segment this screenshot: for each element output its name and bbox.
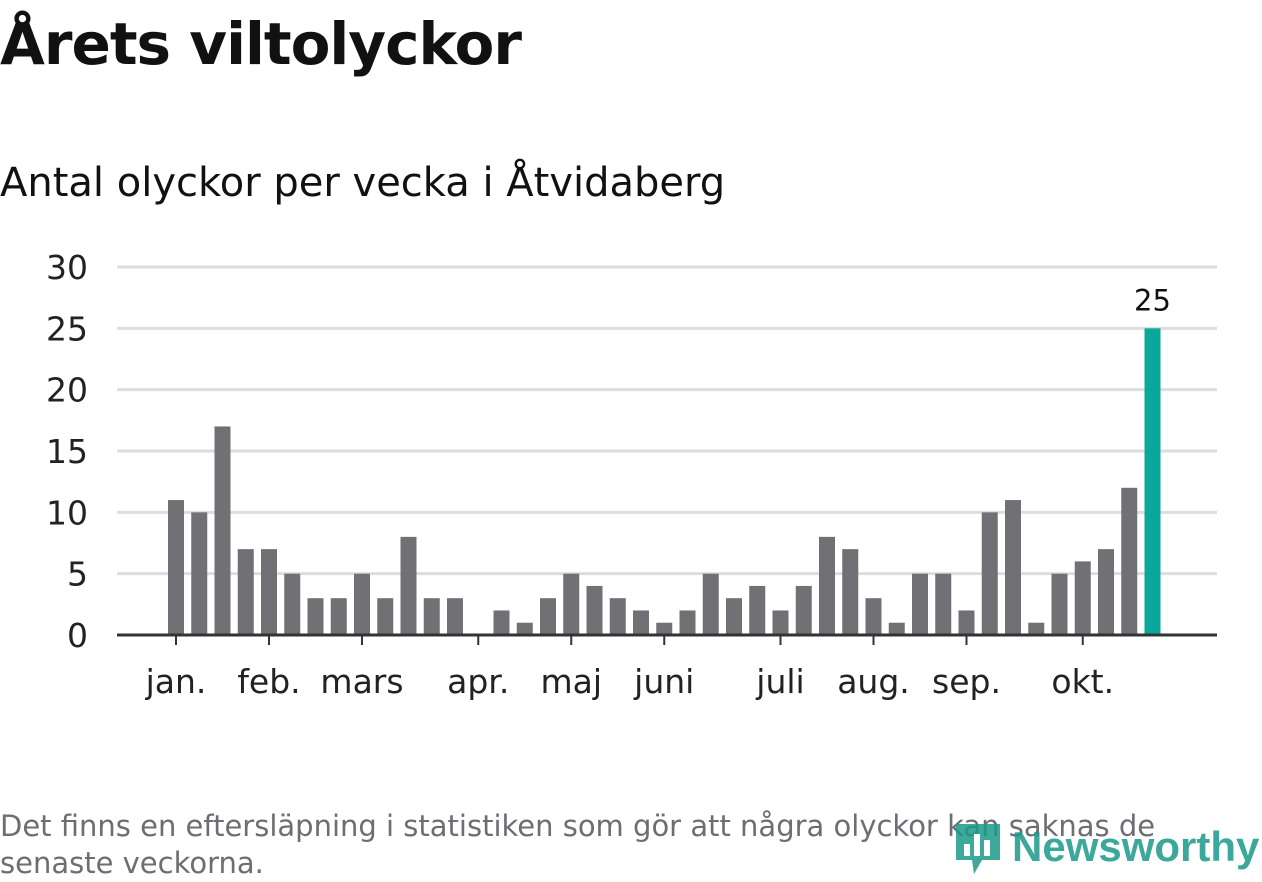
bar: [540, 598, 556, 635]
bar: [1005, 500, 1021, 635]
x-axis: jan. feb. mars apr. maj juni juli aug. sep. okt.: [117, 633, 1217, 701]
y-tick-label-30: 30: [46, 248, 88, 287]
bar: [563, 573, 580, 635]
bar: [656, 622, 673, 635]
newsworthy-logo: Newsworthy: [952, 818, 1259, 876]
data-labels: 25: [1134, 283, 1171, 317]
bar: [191, 512, 208, 635]
bar: [726, 598, 742, 635]
x-tick-label-apr: apr.: [447, 662, 509, 701]
bar: [1074, 561, 1091, 635]
x-tick-label-aug: aug.: [837, 662, 910, 701]
bar: [168, 500, 184, 635]
bar: [586, 585, 603, 635]
x-tick-label-juni: juni: [633, 662, 694, 701]
data-label-highlight: 25: [1134, 283, 1171, 317]
x-tick-label-mars: mars: [320, 662, 403, 701]
bar: [1121, 487, 1138, 635]
x-tick-label-sep: sep.: [932, 662, 1001, 701]
x-tick-label-jan: jan.: [145, 662, 207, 701]
x-tick-label-juli: juli: [755, 662, 804, 701]
chart-title: Årets viltolyckor: [0, 10, 522, 78]
bar: [633, 610, 649, 635]
y-tick-label-10: 10: [46, 493, 88, 532]
logo-text: Newsworthy: [1012, 823, 1260, 870]
bar: [819, 536, 835, 635]
bar: [261, 549, 277, 635]
bar: [702, 573, 719, 635]
bar: [284, 573, 301, 635]
bar: [749, 585, 766, 635]
bar-highlight: [1144, 328, 1161, 635]
bar: [377, 598, 394, 635]
bar: [888, 622, 905, 635]
bar: [1051, 573, 1068, 635]
bar: [679, 610, 696, 635]
x-tick-label-feb: feb.: [237, 662, 300, 701]
chart-subtitle: Antal olyckor per vecka i Åtvidaberg: [0, 160, 726, 206]
y-tick-label-5: 5: [67, 555, 88, 594]
y-tick-label-15: 15: [46, 432, 88, 471]
bar: [958, 610, 975, 635]
bar-chart: 0 5 10 15 20 25 30 jan. feb. mars apr. maj juni juli…: [46, 248, 1217, 701]
bar: [772, 610, 789, 635]
bar: [842, 549, 859, 635]
bar: [447, 598, 463, 635]
y-tick-label-20: 20: [46, 371, 88, 410]
bar: [865, 598, 882, 635]
bar: [330, 598, 347, 635]
bar: [400, 536, 417, 635]
newsworthy-logo-icon: [956, 824, 1000, 874]
bar: [1028, 622, 1045, 635]
y-tick-label-25: 25: [46, 309, 88, 348]
bar: [493, 610, 510, 635]
bar: [516, 622, 533, 635]
bar: [912, 573, 928, 635]
x-tick-label-okt: okt.: [1051, 662, 1114, 701]
bars: [168, 328, 1161, 635]
bar: [307, 598, 324, 635]
bar: [981, 512, 998, 635]
y-tick-label-0: 0: [67, 616, 88, 655]
bar: [609, 598, 626, 635]
bar: [237, 549, 254, 635]
bar: [935, 573, 952, 635]
y-axis-labels: 0 5 10 15 20 25 30: [46, 248, 88, 655]
bar: [214, 426, 231, 635]
gridlines: [117, 265, 1217, 576]
x-tick-label-maj: maj: [540, 662, 602, 701]
bar: [423, 598, 440, 635]
bar: [1098, 549, 1114, 635]
bar: [354, 573, 370, 635]
bar: [795, 585, 812, 635]
